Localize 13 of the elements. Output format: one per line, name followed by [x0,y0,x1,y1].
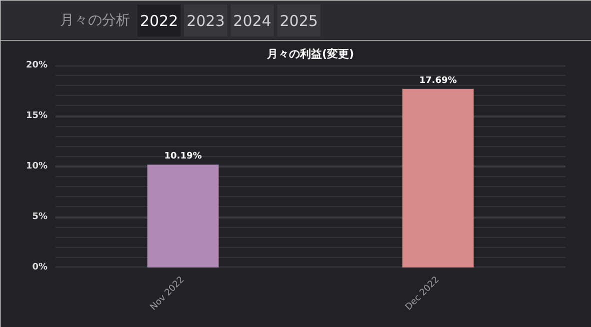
y-tick-label: 15% [26,111,48,121]
y-tick-label: 20% [26,60,48,70]
y-tick-label: 10% [26,162,48,172]
text: 2023 [186,12,225,30]
text: 2022 [140,12,178,30]
text: 2025 [280,12,318,30]
data-label: 10.19% [164,152,202,162]
text: 2024 [233,12,272,30]
y-tick-label: 0% [32,262,48,272]
text: 月々の分析 [60,12,130,28]
chart-title: 月々の利益(変更) [266,48,354,60]
data-label: 17.69% [419,76,457,86]
y-tick-label: 5% [32,212,48,222]
